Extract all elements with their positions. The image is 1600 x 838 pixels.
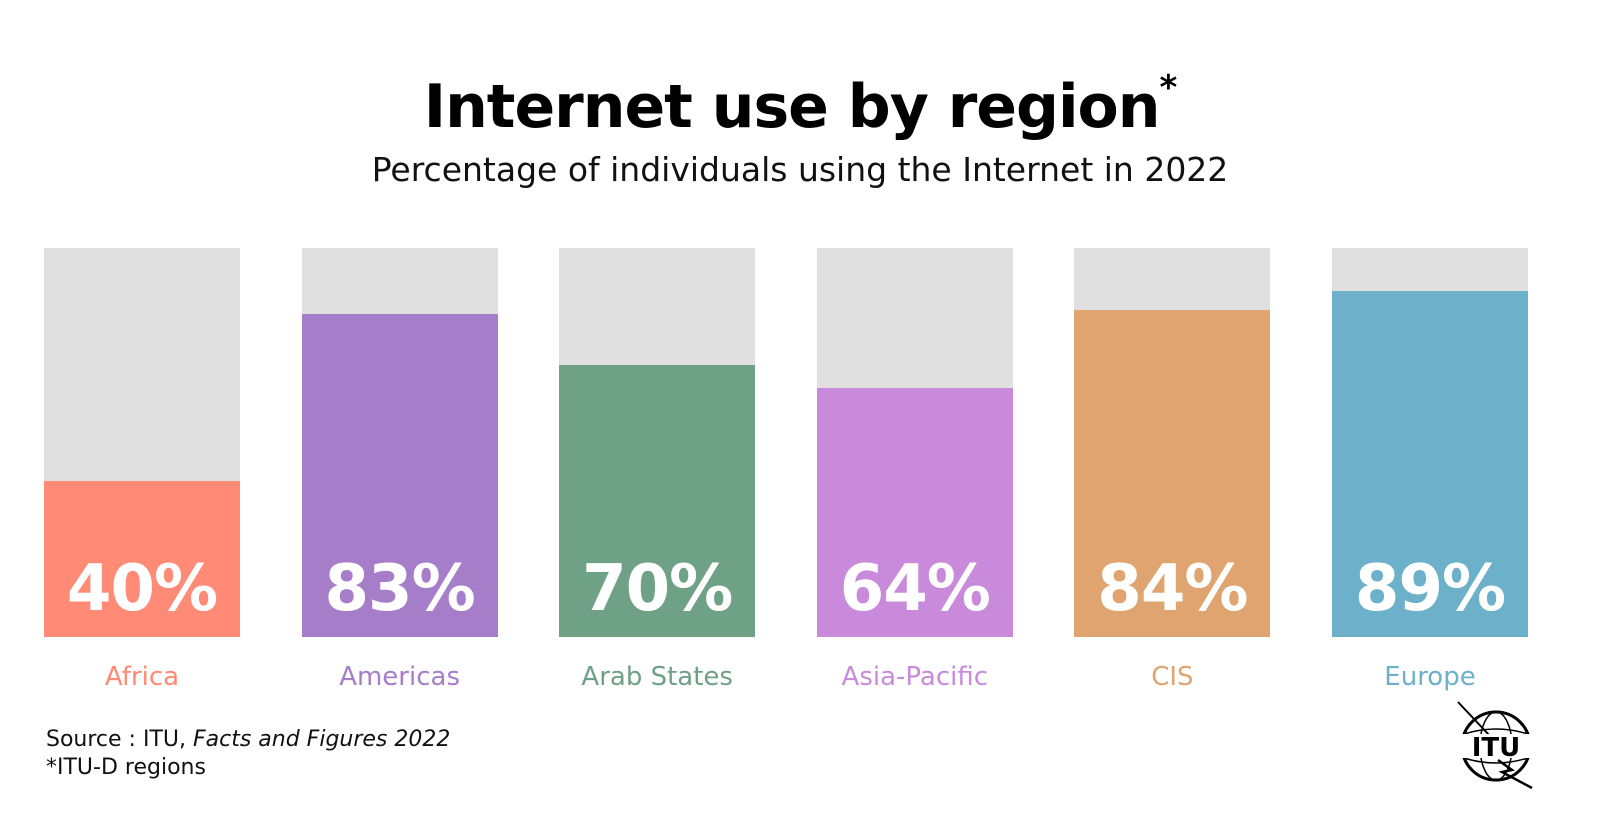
bar-americas (301, 314, 498, 637)
source-note: Source : ITU, Facts and Figures 2022 (46, 727, 450, 752)
source-prefix: Source : ITU, (46, 727, 193, 752)
chart-subtitle: Percentage of individuals using the Inte… (371, 150, 1229, 189)
data-label: 89% (1354, 552, 1506, 626)
category-label: CIS (1151, 662, 1194, 692)
category-label: Americas (339, 662, 460, 692)
bar-cis (1074, 310, 1271, 637)
category-label: Asia-Pacific (841, 662, 989, 692)
data-label: 84% (1097, 552, 1248, 626)
itu-logo: ITU (1457, 701, 1533, 790)
title-footnote-marker: * (1159, 68, 1177, 108)
chart-title-text: Internet use by region (423, 72, 1161, 142)
bar-europe (1332, 290, 1528, 637)
regions-note: *ITU-D regions (46, 755, 206, 780)
source-title: Facts and Figures 2022 (192, 727, 451, 752)
chart-title: Internet use by region* (0, 68, 1600, 142)
data-label: 70% (582, 552, 733, 626)
data-label: 83% (324, 552, 476, 626)
data-label: 40% (66, 552, 218, 626)
bar-africa (44, 481, 240, 637)
category-label: Arab States (581, 662, 733, 692)
data-label: 64% (839, 552, 991, 626)
bar-asia-pacific (816, 388, 1013, 637)
category-label: Africa (104, 662, 180, 692)
category-label: Europe (1384, 662, 1476, 692)
bar-arab-states (559, 364, 756, 637)
logo-text: ITU (1472, 733, 1521, 763)
